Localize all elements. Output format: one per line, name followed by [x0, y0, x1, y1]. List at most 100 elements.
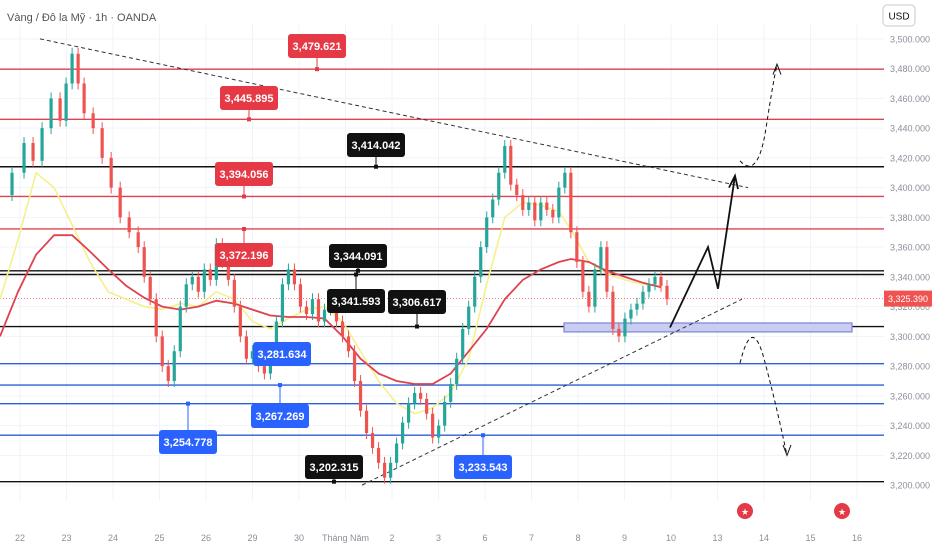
badge-box	[215, 243, 273, 267]
candle-body	[22, 143, 26, 173]
candle-body	[154, 299, 158, 337]
price-level-badge[interactable]: 3,372.196	[215, 226, 273, 267]
price-level-badge[interactable]: 3,281.634	[253, 342, 311, 366]
y-tick-label: 3,220.000	[890, 451, 930, 461]
x-tick-label: 24	[108, 533, 118, 543]
candle-body	[82, 83, 86, 114]
x-tick-label: 8	[575, 533, 580, 543]
candle-body	[316, 299, 321, 322]
bullish-arc-arrowhead	[772, 62, 782, 75]
y-tick-label: 3,380.000	[890, 213, 930, 223]
x-tick-label: 16	[852, 533, 862, 543]
candle-body	[370, 433, 375, 448]
candle-body	[515, 184, 519, 196]
price-level-badge[interactable]: 3,267.269	[251, 383, 309, 428]
y-tick-label: 3,420.000	[890, 153, 930, 163]
candle-body	[244, 336, 248, 359]
candle-body	[100, 128, 104, 158]
price-level-badge[interactable]: 3,306.617	[388, 290, 446, 329]
candle-body	[109, 157, 113, 188]
currency-button[interactable]: USD	[882, 4, 916, 27]
candle-body	[262, 366, 266, 374]
y-tick-label: 3,260.000	[890, 391, 930, 401]
news-flag-icon[interactable]: ★	[737, 503, 753, 519]
candle-body	[238, 306, 242, 337]
badge-price-label: 3,394.056	[220, 169, 269, 181]
y-tick-label: 3,320.000	[890, 302, 930, 312]
badge-marker	[247, 117, 251, 122]
price-level-badge[interactable]: 3,233.543	[454, 433, 512, 479]
price-level-badge[interactable]: 3,479.621	[288, 34, 346, 72]
candle-body	[419, 392, 423, 399]
candle-body	[49, 98, 53, 129]
badge-box	[388, 290, 446, 314]
x-tick-label: 23	[61, 533, 71, 543]
candle-body	[208, 269, 212, 280]
price-level-badge[interactable]: 3,341.593	[327, 272, 385, 313]
current-price-tag	[884, 290, 932, 307]
candle-body	[160, 336, 164, 367]
x-tick-label: 9	[622, 533, 627, 543]
candle-body	[298, 284, 303, 307]
x-tick-label: 6	[482, 533, 487, 543]
news-flag-icon[interactable]: ★	[834, 503, 850, 519]
sma-line	[0, 171, 662, 415]
badge-price-label: 3,306.617	[393, 297, 442, 309]
candle-body	[286, 269, 291, 285]
candle-body	[557, 187, 561, 218]
price-level-badge[interactable]: 3,445.895	[220, 86, 278, 122]
candle-body	[443, 401, 447, 426]
candle-body	[527, 202, 531, 210]
candle-body	[605, 247, 609, 292]
svg-text:★: ★	[741, 507, 749, 517]
bearish-arc-arrowhead	[782, 444, 792, 457]
candle-body	[172, 351, 176, 381]
candle-body	[623, 318, 627, 337]
candle-body	[449, 383, 453, 402]
price-level-badge[interactable]: 3,414.042	[347, 133, 405, 169]
y-tick-label: 3,480.000	[890, 64, 930, 74]
candle-body	[250, 351, 254, 359]
candle-body	[70, 53, 74, 84]
candle-body	[575, 232, 579, 262]
candle-body	[425, 398, 429, 414]
candle-body	[659, 276, 663, 286]
price-level-badge[interactable]: 3,394.056	[215, 162, 273, 199]
y-tick-label: 3,280.000	[890, 362, 930, 372]
badge-marker	[332, 479, 336, 484]
y-tick-label: 3,300.000	[890, 332, 930, 342]
badge-price-label: 3,445.895	[225, 93, 274, 105]
badge-marker	[481, 433, 485, 438]
candle-body	[431, 413, 435, 438]
price-level-badge[interactable]: 3,254.778	[159, 401, 217, 454]
price-level-badge[interactable]: 3,344.091	[329, 244, 387, 273]
candle-body	[665, 285, 669, 300]
candle-body	[611, 291, 615, 329]
candle-body	[394, 443, 399, 463]
badge-price-label: 3,372.196	[220, 250, 269, 262]
candle-body	[274, 321, 279, 352]
candle-body	[413, 392, 417, 404]
x-tick-label: 7	[529, 533, 534, 543]
badge-layer: 3,479.621 3,445.895 3,414.042 3,394.056 3,37…	[159, 34, 512, 484]
y-tick-label: 3,340.000	[890, 272, 930, 282]
badge-box	[215, 162, 273, 186]
candle-body	[40, 128, 44, 161]
candle-body	[491, 199, 495, 218]
axis-layer: 3,500.000 3,480.000 3,460.000 3,440.000 3,42…	[15, 34, 932, 543]
badge-marker	[415, 324, 419, 329]
price-level-badge[interactable]: 3,202.315	[305, 455, 363, 484]
candle-body	[509, 145, 513, 185]
badge-price-label: 3,479.621	[293, 41, 342, 53]
candle-body	[232, 279, 236, 307]
badge-marker	[356, 268, 360, 273]
y-tick-label: 3,200.000	[890, 481, 930, 491]
candle-body	[467, 306, 471, 329]
price-layer	[10, 47, 669, 484]
badge-price-label: 3,341.593	[332, 296, 381, 308]
projection-path	[669, 175, 736, 328]
candle-body	[292, 269, 297, 285]
level-layer	[0, 68, 884, 483]
